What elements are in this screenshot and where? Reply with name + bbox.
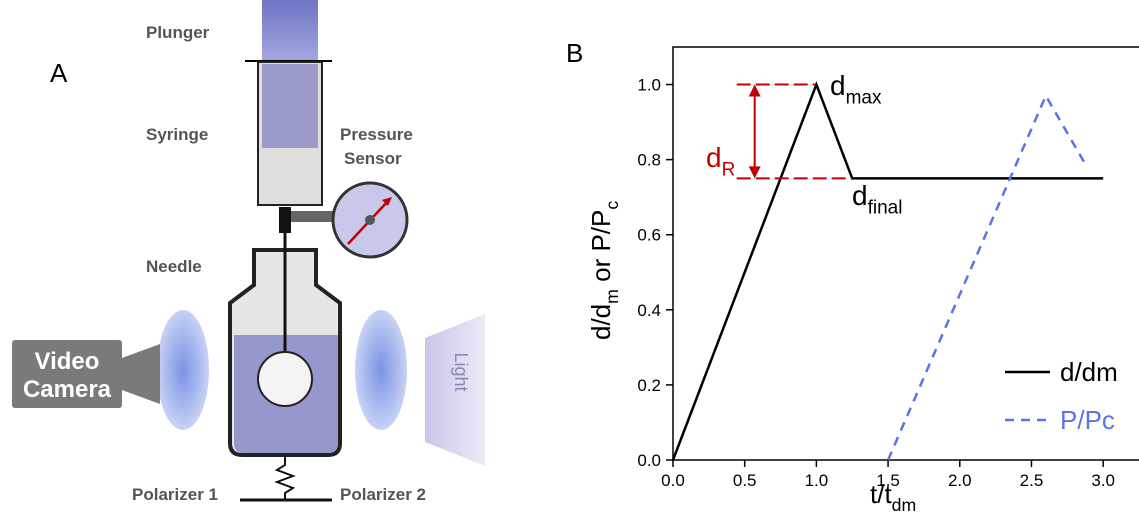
subscript: c: [602, 201, 622, 210]
panel-label: B: [566, 38, 583, 68]
camera-lens: [122, 344, 160, 404]
label: Video: [35, 348, 100, 375]
panel-label: A: [50, 58, 68, 88]
text-part: d: [852, 180, 868, 211]
label: Light: [451, 352, 471, 391]
label: Polarizer 1: [132, 485, 218, 504]
text-part: d: [830, 70, 846, 101]
label: Plunger: [146, 23, 210, 42]
diagram: A Video Camera Light Plunger Syringe Nee…: [12, 0, 485, 504]
text-part: d: [706, 142, 722, 173]
camera: [12, 340, 122, 408]
label: Pressure: [340, 125, 413, 144]
sensor-link: [291, 211, 336, 222]
subscript: final: [868, 197, 903, 218]
label: Syringe: [146, 125, 208, 144]
x-tick-label: 3.0: [1091, 471, 1115, 490]
x-tick-label: 0.5: [733, 471, 757, 490]
syringe-fluid: [262, 64, 318, 148]
legend-label: P/Pc: [1060, 405, 1115, 435]
gauge-center: [365, 215, 375, 225]
x-tick-label: 2.5: [1020, 471, 1044, 490]
subscript: R: [722, 159, 736, 180]
rich-text: dfinal: [852, 180, 903, 218]
y-tick-label: 1.0: [637, 76, 661, 95]
y-tick-label: 0.8: [637, 151, 661, 170]
text-part: d/d: [586, 304, 616, 340]
y-tick-label: 0.0: [637, 451, 661, 470]
ball: [257, 351, 313, 407]
data-line: [671, 81, 1104, 461]
axis-frame: [672, 46, 1139, 461]
x-tick-label: 0.0: [661, 471, 685, 490]
text-part: or P/P: [586, 210, 616, 289]
rich-text: t/tdm: [870, 479, 916, 515]
light: [425, 314, 485, 466]
spring: [274, 457, 296, 500]
needle-hub: [279, 207, 291, 233]
subscript: dm: [892, 495, 917, 515]
rich-text: dmax: [830, 70, 882, 108]
y-tick-label: 0.4: [637, 301, 661, 320]
x-tick-label: 1.5: [876, 471, 900, 490]
y-tick-label: 0.2: [637, 376, 661, 395]
subscript: max: [846, 87, 882, 108]
subscript: m: [602, 289, 622, 304]
x-tick-label: 2.0: [948, 471, 972, 490]
label: Sensor: [344, 149, 402, 168]
y-tick-label: 0.6: [637, 226, 661, 245]
gauge-arrow: [382, 197, 392, 206]
data-line: [886, 93, 1088, 461]
polarizer: [157, 310, 209, 430]
plunger: [262, 0, 318, 60]
text-part: t/t: [870, 479, 892, 509]
x-tick-label: 1.0: [805, 471, 829, 490]
rich-text: dR: [706, 142, 735, 180]
rich-text: d/dm or P/Pc: [586, 201, 622, 340]
polarizer: [355, 310, 407, 430]
label: Polarizer 2: [340, 485, 426, 504]
legend-label: d/dm: [1060, 357, 1118, 387]
label: Needle: [146, 257, 202, 276]
label: Camera: [23, 376, 112, 403]
